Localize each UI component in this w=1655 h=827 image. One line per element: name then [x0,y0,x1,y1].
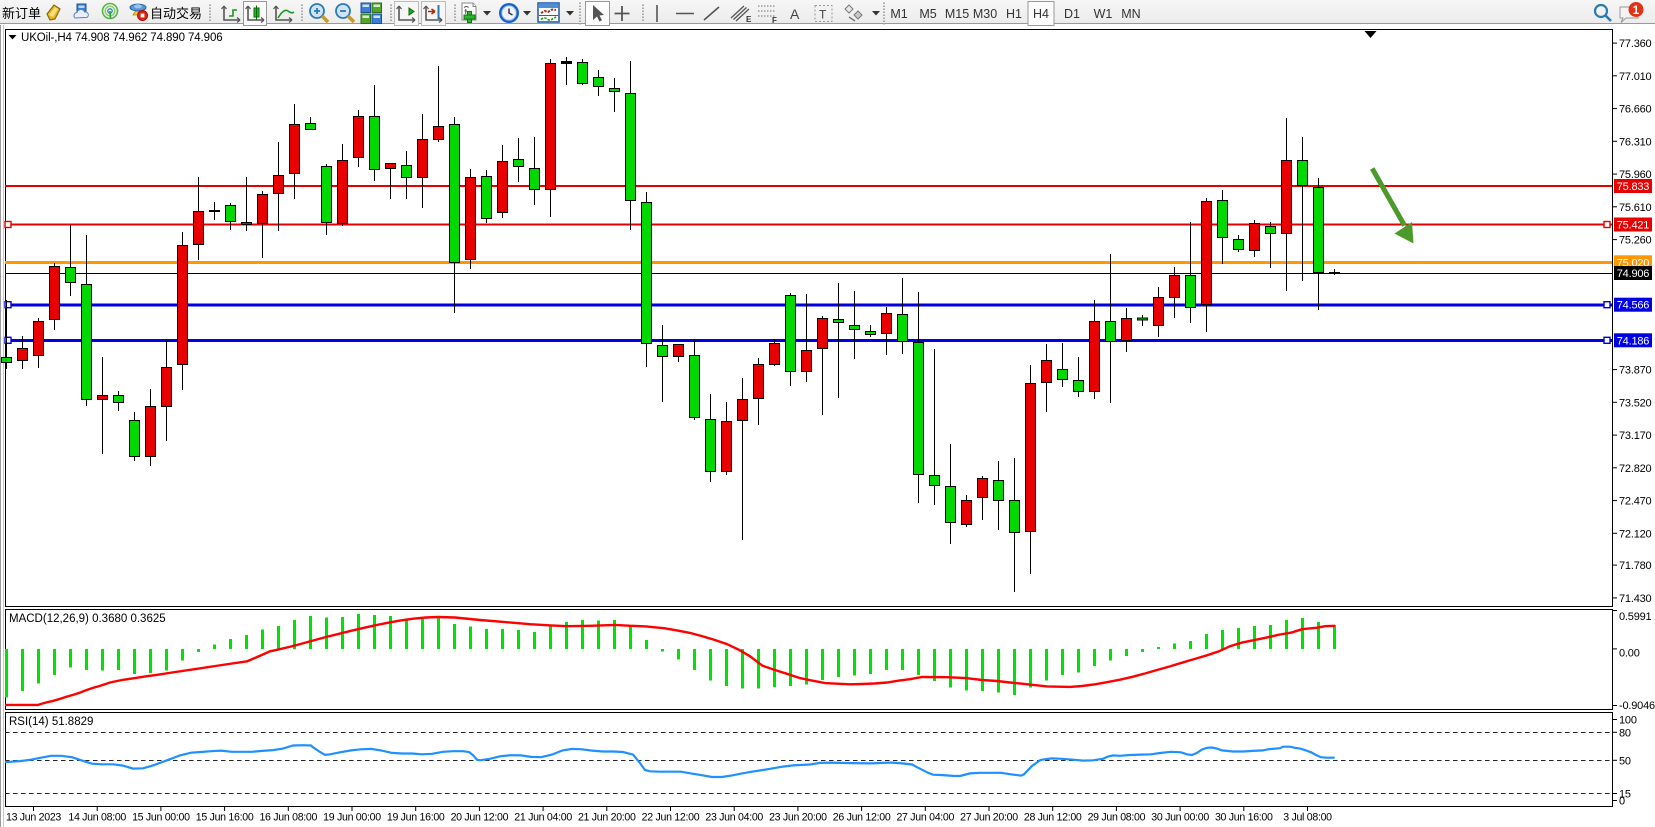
svg-text:M5: M5 [919,7,936,21]
svg-text:M15: M15 [945,7,969,21]
svg-text:76.310: 76.310 [1619,136,1652,148]
svg-text:76.660: 76.660 [1619,104,1652,116]
svg-text:自动交易: 自动交易 [150,6,202,21]
svg-text:27 Jun 20:00: 27 Jun 20:00 [960,812,1018,824]
svg-text:A: A [790,6,800,22]
svg-text:UKOil-,H4 74.908 74.962 74.89: UKOil-,H4 74.908 74.962 74.890 74.906 [21,32,223,44]
svg-text:RSI(14) 51.8829: RSI(14) 51.8829 [9,716,93,728]
svg-text:75.610: 75.610 [1619,202,1652,214]
svg-text:75.260: 75.260 [1619,235,1652,247]
svg-text:29 Jun 08:00: 29 Jun 08:00 [1088,812,1146,824]
svg-text:28 Jun 12:00: 28 Jun 12:00 [1024,812,1082,824]
svg-text:20 Jun 12:00: 20 Jun 12:00 [451,812,509,824]
svg-text:75.960: 75.960 [1619,169,1652,181]
svg-text:13 Jun 2023: 13 Jun 2023 [6,812,61,824]
svg-text:D1: D1 [1064,7,1080,21]
svg-text:0: 0 [1619,796,1625,808]
svg-text:1: 1 [1633,5,1640,17]
svg-text:22 Jun 12:00: 22 Jun 12:00 [642,812,700,824]
svg-text:21 Jun 04:00: 21 Jun 04:00 [514,812,572,824]
svg-text:71.780: 71.780 [1619,560,1652,572]
svg-text:W1: W1 [1094,7,1113,21]
svg-text:14 Jun 08:00: 14 Jun 08:00 [68,812,126,824]
svg-text:72.470: 72.470 [1619,496,1652,508]
svg-text:74.186: 74.186 [1617,335,1650,347]
svg-text:M1: M1 [890,7,907,21]
svg-text:73.520: 73.520 [1619,397,1652,409]
svg-text:15 Jun 00:00: 15 Jun 00:00 [132,812,190,824]
svg-text:0.00: 0.00 [1619,647,1640,659]
svg-text:74.906: 74.906 [1617,268,1650,280]
svg-text:3 Jul 08:00: 3 Jul 08:00 [1283,812,1332,824]
svg-text:77.360: 77.360 [1619,38,1652,50]
svg-text:26 Jun 12:00: 26 Jun 12:00 [833,812,891,824]
svg-text:75.421: 75.421 [1617,220,1650,232]
svg-text:MN: MN [1121,7,1140,21]
svg-text:80: 80 [1619,727,1631,739]
svg-text:27 Jun 04:00: 27 Jun 04:00 [896,812,954,824]
svg-text:73.870: 73.870 [1619,365,1652,377]
svg-text:73.170: 73.170 [1619,430,1652,442]
svg-text:30 Jun 00:00: 30 Jun 00:00 [1151,812,1209,824]
svg-text:0.5991: 0.5991 [1619,611,1652,623]
svg-text:T: T [819,8,827,22]
svg-text:新订单: 新订单 [2,6,41,21]
svg-text:30 Jun 16:00: 30 Jun 16:00 [1215,812,1273,824]
svg-text:19 Jun 00:00: 19 Jun 00:00 [323,812,381,824]
svg-text:100: 100 [1619,715,1637,727]
svg-text:77.010: 77.010 [1619,71,1652,83]
svg-text:74.566: 74.566 [1617,300,1650,312]
svg-text:19 Jun 16:00: 19 Jun 16:00 [387,812,445,824]
svg-text:MACD(12,26,9) 0.3680 0.3625: MACD(12,26,9) 0.3680 0.3625 [9,613,166,625]
svg-text:72.820: 72.820 [1619,463,1652,475]
svg-text:H1: H1 [1006,7,1022,21]
svg-text:E: E [746,15,752,24]
svg-text:-0.9046: -0.9046 [1619,700,1655,712]
svg-text:16 Jun 08:00: 16 Jun 08:00 [259,812,317,824]
svg-text:H4: H4 [1033,7,1049,21]
svg-text:M30: M30 [973,7,997,21]
svg-text:21 Jun 20:00: 21 Jun 20:00 [578,812,636,824]
svg-text:75.833: 75.833 [1617,181,1650,193]
svg-text:72.120: 72.120 [1619,528,1652,540]
svg-text:50: 50 [1619,755,1631,767]
svg-text:23 Jun 20:00: 23 Jun 20:00 [769,812,827,824]
svg-text:F: F [772,16,777,25]
svg-text:23 Jun 04:00: 23 Jun 04:00 [705,812,763,824]
svg-text:71.430: 71.430 [1619,593,1652,605]
svg-text:15 Jun 16:00: 15 Jun 16:00 [196,812,254,824]
svg-text:15: 15 [1619,789,1631,801]
